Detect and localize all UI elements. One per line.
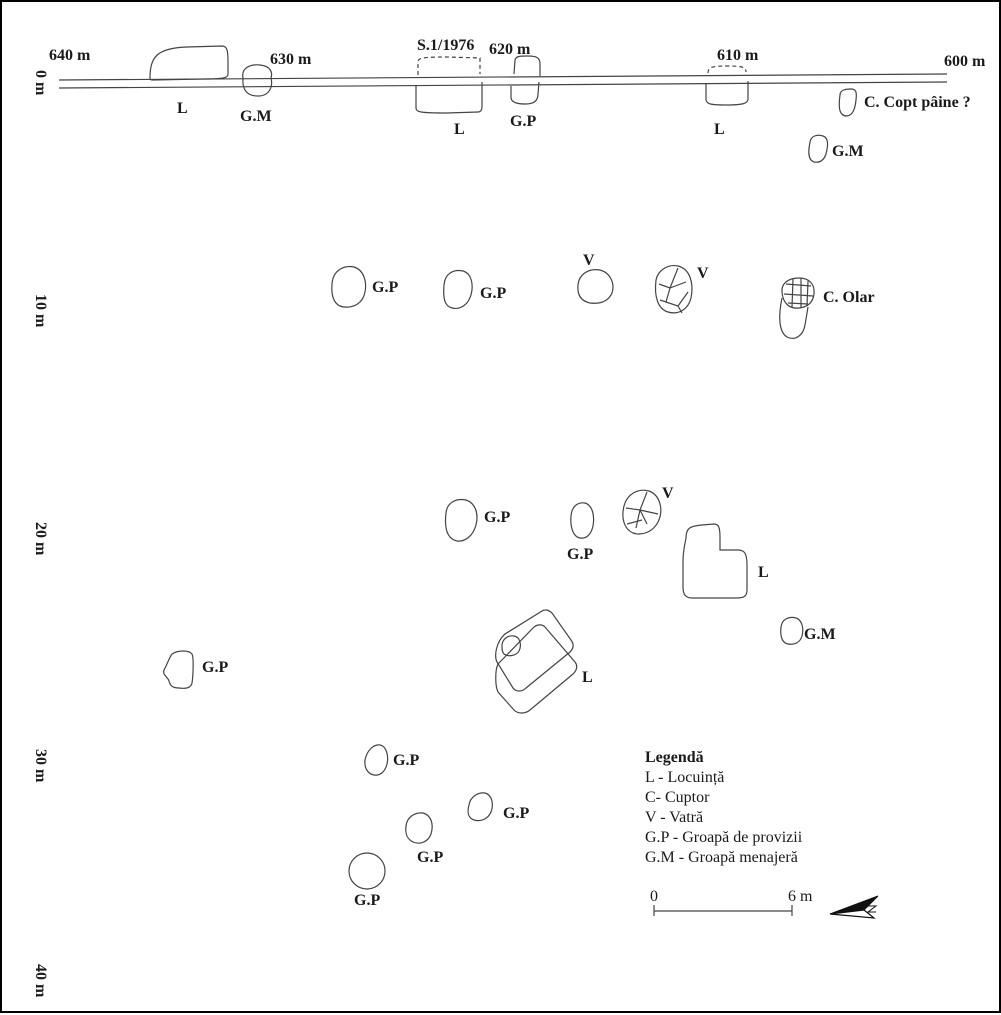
label-gp-8: G.P xyxy=(503,805,529,822)
storage-pit-gp-10 xyxy=(348,852,386,890)
legend: Legendă L - Locuință C- Cuptor V - Vatră… xyxy=(645,749,803,866)
label-l-1: L xyxy=(177,100,188,117)
section-label: S.1/1976 xyxy=(417,37,474,54)
section-s1-dashed xyxy=(417,56,481,75)
label-gp-9: G.P xyxy=(417,849,443,866)
label-gp-5: G.P xyxy=(567,546,593,563)
dwelling-l-1 xyxy=(149,45,229,81)
legend-item-gm: G.M - Groapă menajeră xyxy=(645,849,798,866)
storage-pit-gp-7 xyxy=(364,744,389,776)
label-gp-3: G.P xyxy=(480,285,506,302)
dashed-l-3 xyxy=(707,65,747,74)
storage-pit-gp-9 xyxy=(405,812,433,844)
dwelling-l-5 xyxy=(495,609,578,714)
storage-pit-gp-3 xyxy=(443,269,473,310)
depth-10m: 10 m xyxy=(32,294,49,328)
distance-630: 630 m xyxy=(270,51,312,68)
dwelling-l-4 xyxy=(682,523,748,599)
scale-end-label: 6 m xyxy=(788,888,813,905)
storage-pit-gp-6 xyxy=(163,650,194,689)
refuse-pit-gm-1 xyxy=(242,64,273,97)
label-l-5: L xyxy=(582,669,593,686)
label-gm-3: G.M xyxy=(804,626,836,643)
refuse-pit-gm-2 xyxy=(808,134,829,163)
legend-item-l: L - Locuință xyxy=(645,769,724,786)
distance-610: 610 m xyxy=(717,47,759,64)
label-gm-2: G.M xyxy=(832,143,864,160)
bread-oven xyxy=(838,88,857,117)
north-arrow-icon xyxy=(829,895,879,919)
pottery-kiln xyxy=(779,277,815,339)
scale-bar: 0 6 m xyxy=(650,888,813,916)
storage-pit-gp-8 xyxy=(467,792,493,822)
depth-20m: 20 m xyxy=(32,522,49,556)
depth-0m: 0 m xyxy=(32,70,49,96)
legend-item-c: C- Cuptor xyxy=(645,789,710,806)
label-v-1: V xyxy=(583,252,595,269)
label-c-olar: C. Olar xyxy=(823,289,875,306)
hearth-v-2 xyxy=(654,265,693,314)
dwelling-l-3 xyxy=(705,81,749,106)
storage-pit-gp-2 xyxy=(331,265,367,308)
hearth-v-1 xyxy=(577,269,614,304)
label-gp-6: G.P xyxy=(202,659,228,676)
label-v-2: V xyxy=(697,265,709,282)
storage-pit-gp-4 xyxy=(444,498,478,542)
storage-pit-gp-1 xyxy=(510,55,541,105)
label-l-3: L xyxy=(714,121,725,138)
depth-40m: 40 m xyxy=(32,964,49,998)
depth-30m: 30 m xyxy=(32,749,49,783)
label-gp-10: G.P xyxy=(354,892,380,909)
distance-640: 640 m xyxy=(49,47,91,64)
storage-pit-gp-5 xyxy=(570,502,595,539)
hearth-v-3 xyxy=(622,489,662,535)
dwelling-l-2 xyxy=(415,82,483,114)
legend-item-gp: G.P - Groapă de provizii xyxy=(645,829,803,846)
label-l-2: L xyxy=(454,121,465,138)
scale-start-label: 0 xyxy=(650,888,658,905)
distance-620: 620 m xyxy=(489,41,531,58)
refuse-pit-gm-3 xyxy=(780,616,804,645)
label-c-copt: C. Copt pâine ? xyxy=(864,94,971,111)
label-gp-1: G.P xyxy=(510,113,536,130)
label-gp-4: G.P xyxy=(484,509,510,526)
label-v-3: V xyxy=(662,485,674,502)
profile-line-bottom xyxy=(58,81,948,89)
legend-item-v: V - Vatră xyxy=(645,809,703,826)
label-gm-1: G.M xyxy=(240,108,272,125)
distance-600: 600 m xyxy=(944,53,986,70)
legend-title: Legendă xyxy=(645,749,704,766)
label-gp-2: G.P xyxy=(372,279,398,296)
label-gp-7: G.P xyxy=(393,752,419,769)
label-l-4: L xyxy=(758,564,769,581)
